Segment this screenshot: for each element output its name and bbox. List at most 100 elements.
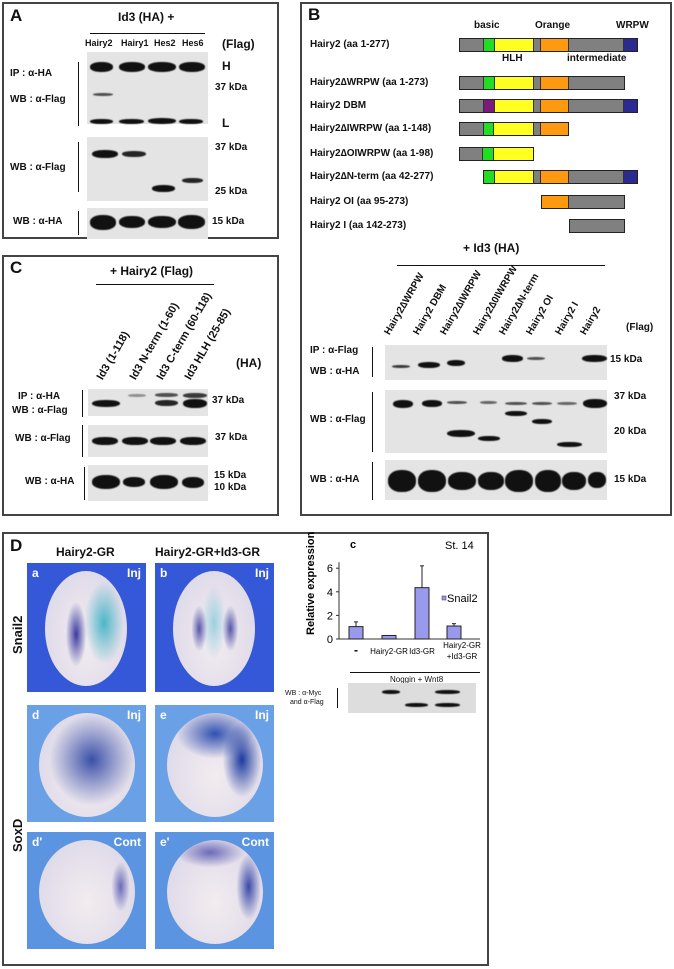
construct-bar — [459, 38, 638, 52]
domain-wrpw — [624, 171, 637, 183]
embryo — [45, 571, 127, 686]
blot-band — [527, 357, 545, 360]
embryo — [39, 713, 135, 817]
blot-band — [588, 472, 606, 488]
image-letter: e' — [160, 835, 170, 849]
tag-label: (Flag) — [626, 322, 654, 333]
column-header: Hairy2-GR+Id3-GR — [155, 545, 261, 559]
tag-label: (HA) — [236, 356, 262, 370]
image-letter: a — [32, 566, 39, 580]
blot-band — [505, 470, 533, 492]
bar — [348, 626, 364, 640]
domain-intermediate — [568, 77, 624, 89]
blot-band — [150, 437, 176, 445]
construct-name: Hairy2∆IWRPW (aa 1-148) — [310, 123, 432, 134]
embryo — [167, 713, 263, 817]
construct-name: Hairy2∆WRPW (aa 1-273) — [310, 77, 429, 88]
domain-linker — [534, 39, 542, 51]
domain-orange — [540, 123, 568, 135]
domain-intermediate — [569, 196, 624, 208]
embryo — [39, 840, 135, 944]
divider — [337, 688, 338, 708]
x-tick-label: +Id3-GR — [447, 652, 478, 661]
blot-band — [480, 401, 497, 404]
legend-label: Snail2 — [447, 593, 478, 605]
tag-label: (Flag) — [222, 37, 255, 51]
blot-label: and α-Flag — [290, 699, 324, 706]
panel-b-title: + Id3 (HA) — [463, 241, 520, 255]
construct-bar — [569, 219, 625, 233]
image-letter: b — [160, 566, 168, 580]
row-label: WB : α-Flag — [12, 405, 68, 416]
divider — [372, 347, 373, 377]
row-label: WB : α-Flag — [10, 162, 66, 173]
domain-label-basic: basic — [474, 20, 500, 31]
bar — [381, 634, 397, 640]
panel-d-label: D — [10, 536, 23, 555]
blot-band — [152, 185, 175, 192]
divider — [78, 142, 79, 192]
y-tick-label: 4 — [327, 587, 333, 599]
domain-n — [460, 100, 484, 112]
blot-band — [447, 401, 467, 404]
blot-band — [418, 362, 440, 368]
domain-basic — [483, 148, 495, 160]
legend-swatch — [441, 595, 447, 601]
marker: 25 kDa — [215, 186, 248, 197]
marker: L — [222, 116, 230, 130]
domain-hlh — [494, 148, 533, 160]
image-tag: Inj — [127, 708, 141, 722]
row-label: WB : α-HA — [310, 366, 360, 377]
blot-band — [392, 365, 410, 368]
blot-band — [382, 690, 400, 694]
blot-band — [182, 178, 203, 183]
embryo-image: b Inj — [155, 563, 274, 692]
construct-bar — [483, 170, 638, 184]
row-header: SoxD — [10, 818, 25, 852]
divider — [82, 425, 83, 457]
embryo — [167, 840, 263, 944]
marker: 37 kDa — [212, 395, 245, 406]
domain-wrpw — [624, 39, 637, 51]
blot — [348, 683, 476, 713]
row-label: WB : α-Flag — [15, 433, 71, 444]
blot-band — [557, 442, 582, 447]
domain-hlh — [494, 77, 535, 89]
marker: 37 kDa — [215, 432, 248, 443]
domain-n — [460, 148, 484, 160]
blot-band — [119, 119, 144, 124]
marker: 20 kDa — [614, 426, 647, 437]
construct-bar — [459, 99, 638, 113]
blot-band — [150, 475, 178, 489]
construct-bar — [541, 195, 625, 209]
blot-band — [582, 355, 607, 362]
blot-band — [505, 402, 527, 405]
x-tick-label: Hairy2-GR — [443, 641, 481, 650]
row-label: WB : α-Flag — [310, 414, 366, 425]
row-label: WB : α-HA — [310, 474, 360, 485]
blot-condition: Noggin + Wnt8 — [390, 675, 444, 684]
blot-band — [505, 411, 527, 416]
construct-bar — [459, 122, 569, 136]
y-axis-label: Relative expression — [305, 531, 317, 635]
construct-bar — [459, 147, 534, 161]
panel-b — [300, 2, 672, 516]
domain-basic — [483, 39, 495, 51]
blot-band — [502, 355, 523, 362]
blot-band — [179, 62, 205, 72]
image-tag: Inj — [127, 566, 141, 580]
blot-band — [422, 400, 442, 407]
blot-band — [122, 151, 146, 157]
domain-orange — [542, 196, 570, 208]
bar — [414, 587, 430, 640]
blot-band — [90, 215, 116, 230]
embryo — [173, 571, 255, 686]
row-header: Snail2 — [10, 615, 25, 654]
embryo-image: e Inj — [155, 705, 274, 822]
blot-band — [92, 150, 118, 158]
row-label: WB : α-HA — [25, 476, 75, 487]
domain-linker — [534, 171, 542, 183]
image-letter: d — [32, 708, 40, 722]
construct-name: Hairy2∆OIWRPW (aa 1-98) — [310, 148, 434, 159]
blot-band — [148, 62, 176, 72]
